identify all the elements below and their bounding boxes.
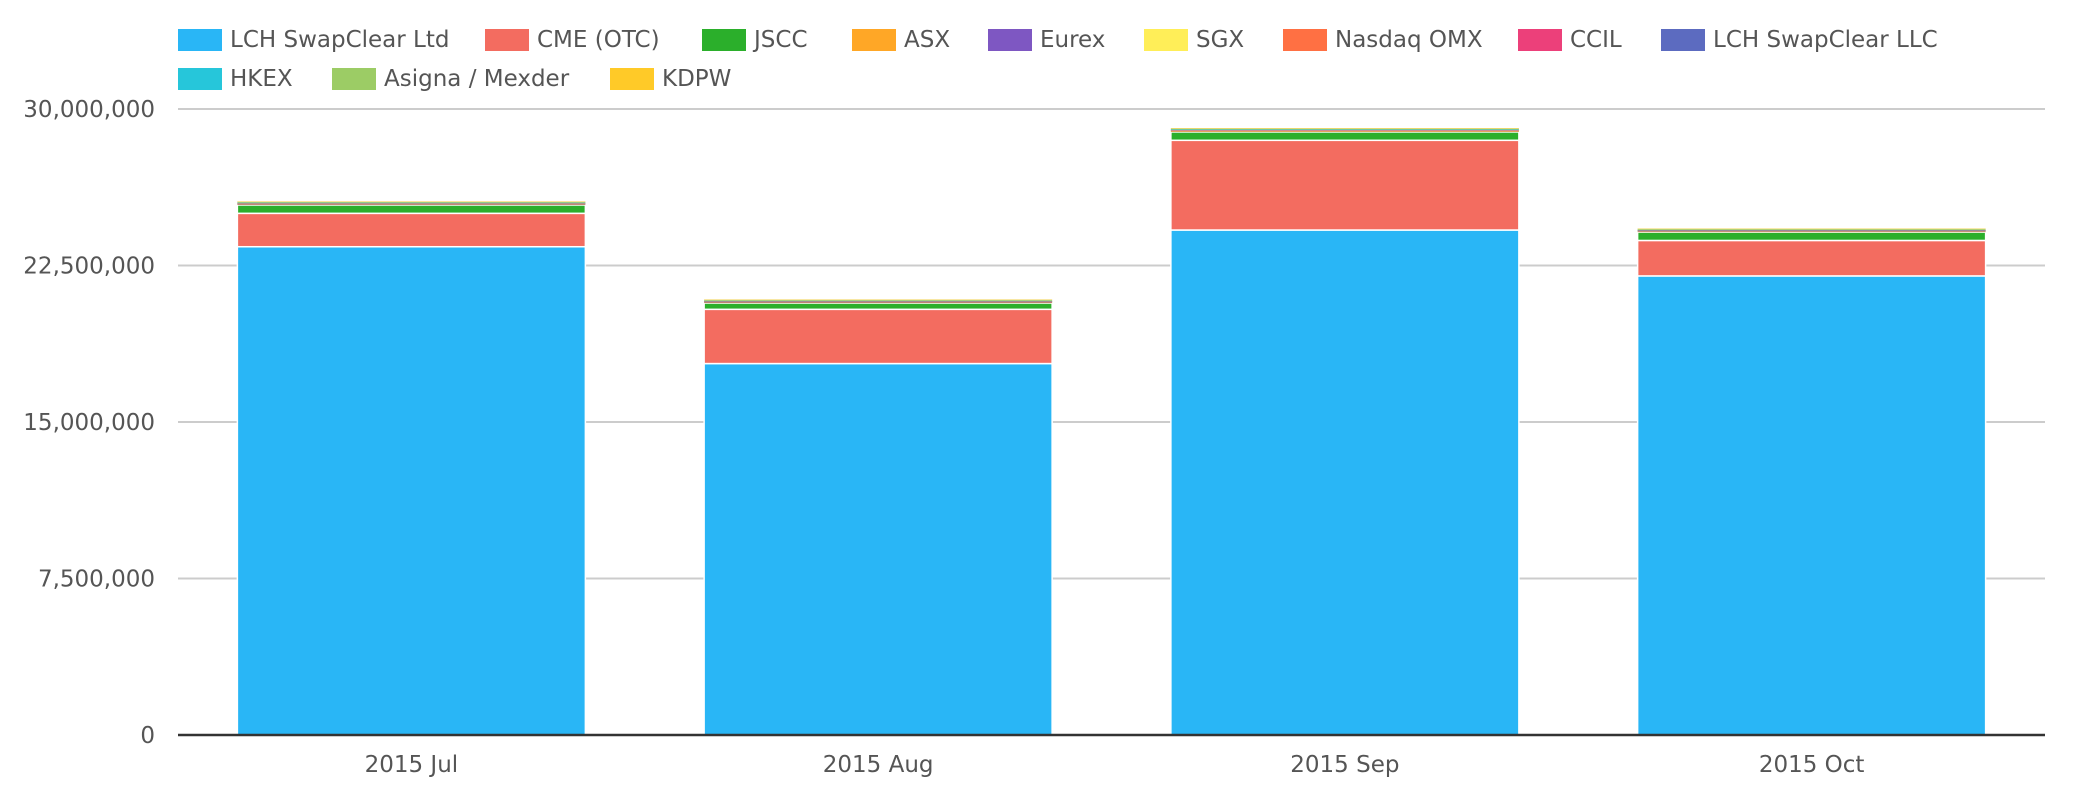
- bar-segment: [1170, 229, 1520, 736]
- y-axis-tick-labels: 0 7,500,000 15,000,000 22,500,000 30,000,000: [23, 97, 155, 749]
- legend-swatch: [610, 68, 654, 90]
- bar-segment: [1170, 128, 1519, 130]
- bar-segment: [1637, 228, 1986, 230]
- bar-segment: [1170, 131, 1519, 132]
- legend-label: Eurex: [1040, 27, 1105, 53]
- y-tick-label: 7,500,000: [38, 567, 155, 593]
- bar-segment: [237, 201, 586, 203]
- bar-segment: [236, 204, 587, 215]
- legend-swatch: [702, 29, 746, 51]
- legend-label: JSCC: [752, 27, 808, 53]
- legend-label: Asigna / Mexder: [384, 66, 570, 92]
- legend-item: ASX: [852, 27, 950, 53]
- bar-segment: [704, 302, 1053, 303]
- legend-swatch: [332, 68, 376, 90]
- legend-item: Nasdaq OMX: [1283, 27, 1483, 53]
- legend-item: CME (OTC): [485, 27, 660, 53]
- x-tick-label: 2015 Oct: [1759, 752, 1865, 778]
- legend-label: LCH SwapClear Ltd: [230, 27, 449, 53]
- bar-segment: [1637, 228, 1986, 230]
- legend-item: SGX: [1144, 27, 1244, 53]
- bar-segment: [704, 302, 1053, 304]
- legend-item: Asigna / Mexder: [332, 66, 570, 92]
- bar-segment: [704, 299, 1053, 301]
- x-tick-label: 2015 Aug: [823, 752, 934, 778]
- bar-segment: [1170, 130, 1519, 132]
- y-tick-label: 22,500,000: [23, 254, 155, 280]
- bar-segment: [1170, 139, 1520, 231]
- x-axis-tick-labels: 2015 Jul 2015 Aug 2015 Sep 2015 Oct: [365, 752, 1865, 778]
- bars: [236, 128, 1987, 736]
- bar-stack: [1636, 228, 1987, 736]
- legend-label: CCIL: [1570, 27, 1622, 53]
- legend-swatch: [178, 68, 222, 90]
- legend-item: Eurex: [988, 27, 1105, 53]
- legend-label: CME (OTC): [537, 27, 660, 53]
- bar-segment: [1636, 275, 1987, 736]
- legend-swatch: [988, 29, 1032, 51]
- bar-segment: [704, 300, 1053, 302]
- bar-segment: [703, 308, 1053, 365]
- legend-label: HKEX: [230, 66, 293, 92]
- bar-stack: [1170, 128, 1520, 736]
- bar-segment: [237, 201, 586, 203]
- bar-segment: [704, 299, 1053, 301]
- legend-swatch: [852, 29, 896, 51]
- x-tick-label: 2015 Sep: [1290, 752, 1399, 778]
- bar-segment: [237, 204, 586, 205]
- bar-segment: [1636, 239, 1987, 277]
- legend-label: KDPW: [662, 66, 731, 92]
- bar-segment: [237, 203, 586, 205]
- legend-label: SGX: [1196, 27, 1244, 53]
- legend-label: Nasdaq OMX: [1335, 27, 1483, 53]
- bar-segment: [703, 302, 1053, 311]
- legend-swatch: [485, 29, 529, 51]
- legend-item: HKEX: [178, 66, 293, 92]
- legend-item: JSCC: [702, 27, 808, 53]
- legend-item: KDPW: [610, 66, 731, 92]
- legend-swatch: [178, 29, 222, 51]
- bar-segment: [1170, 131, 1520, 142]
- bar-segment: [1637, 229, 1986, 231]
- legend: LCH SwapClear Ltd CME (OTC) JSCC ASX Eurex SG…: [178, 27, 1938, 92]
- bar-segment: [237, 202, 586, 204]
- bar-segment: [1637, 231, 1986, 232]
- bar-segment: [236, 245, 587, 736]
- legend-label: ASX: [904, 27, 950, 53]
- y-tick-label: 15,000,000: [23, 410, 155, 436]
- bar-segment: [1170, 129, 1519, 130]
- legend-swatch: [1518, 29, 1562, 51]
- bar-segment: [1170, 128, 1519, 129]
- legend-swatch: [1283, 29, 1327, 51]
- bar-stack: [236, 201, 587, 736]
- legend-item: LCH SwapClear LLC: [1661, 27, 1938, 53]
- bar-segment: [1637, 231, 1986, 233]
- legend-label: LCH SwapClear LLC: [1713, 27, 1938, 53]
- x-tick-label: 2015 Jul: [365, 752, 459, 778]
- legend-swatch: [1661, 29, 1705, 51]
- y-tick-label: 30,000,000: [23, 97, 155, 123]
- legend-swatch: [1144, 29, 1188, 51]
- legend-item: CCIL: [1518, 27, 1622, 53]
- bar-segment: [1636, 231, 1987, 242]
- bar-segment: [236, 212, 587, 248]
- bar-stack: [703, 299, 1053, 736]
- legend-item: LCH SwapClear Ltd: [178, 27, 449, 53]
- bar-segment: [703, 362, 1053, 736]
- y-tick-label: 0: [140, 723, 155, 749]
